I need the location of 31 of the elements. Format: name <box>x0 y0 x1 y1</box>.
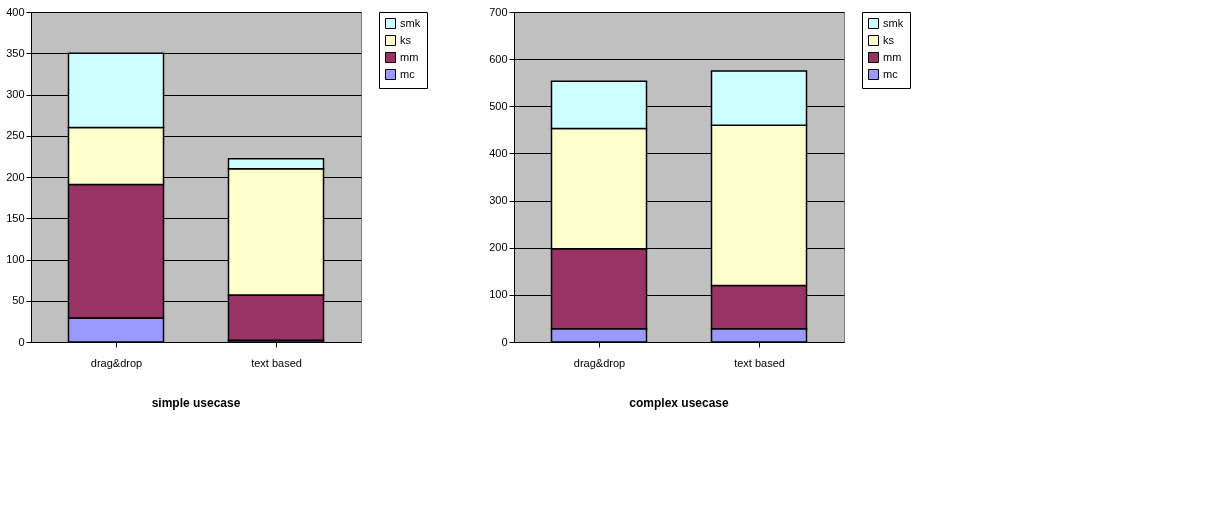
text: complex usecase <box>629 396 730 410</box>
text: simple usecase <box>151 396 241 410</box>
y-tick-label: 150 <box>6 211 25 224</box>
y-tick-label: 0 <box>501 335 508 348</box>
legend-label: mc <box>883 67 899 80</box>
y-tick-label: 350 <box>6 46 25 59</box>
legend-label: smk <box>883 16 904 29</box>
x-tick-label: drag&drop <box>90 356 143 369</box>
legend-label: smk <box>400 16 421 29</box>
y-tick-label: 300 <box>489 194 508 207</box>
y-tick-label: 200 <box>489 241 508 254</box>
y-tick-label: 0 <box>18 335 25 348</box>
legend-label: ks <box>400 33 412 46</box>
x-tick-label: text based <box>251 356 302 369</box>
legend-label: ks <box>883 33 895 46</box>
legend-label: mm <box>883 50 902 63</box>
y-tick-label: 400 <box>489 146 508 159</box>
legend-label: mc <box>400 67 416 80</box>
y-tick-label: 250 <box>6 129 25 142</box>
legend-label: mm <box>400 50 419 63</box>
x-tick-label: drag&drop <box>573 356 626 369</box>
y-tick-label: 200 <box>6 170 25 183</box>
y-tick-label: 50 <box>12 294 25 307</box>
y-tick-label: 300 <box>6 88 25 100</box>
x-tick-label: text based <box>734 356 785 369</box>
y-tick-label: 100 <box>489 288 508 301</box>
y-tick-label: 700 <box>489 5 508 18</box>
y-tick-label: 400 <box>6 5 25 18</box>
y-tick-label: 500 <box>489 99 508 112</box>
y-tick-label: 100 <box>6 253 25 265</box>
y-tick-label: 600 <box>489 52 508 65</box>
